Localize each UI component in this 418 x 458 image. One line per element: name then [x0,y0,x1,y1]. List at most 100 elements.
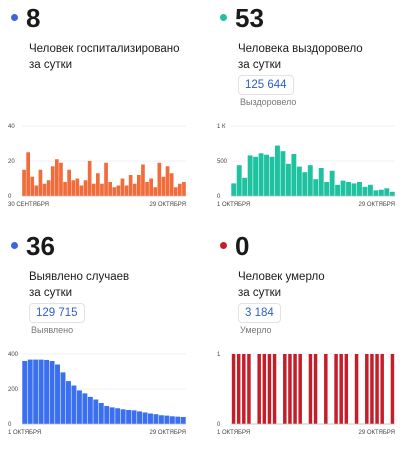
deaths-chart: 1 0 1 ОКТЯБРЯ 29 ОКТЯБРЯ [217,352,395,436]
bar [334,354,338,424]
recovered-total: 125 644 [238,75,294,95]
caption-line-1: Человека выздоровело [238,43,363,55]
x-end-label: 29 ОКТЯБРЯ [149,202,186,208]
bar [169,416,175,424]
bar [236,354,241,424]
bar [91,183,96,196]
deaths-total: 3 184 [238,303,281,323]
bar [173,187,178,196]
bar [313,179,319,196]
recovered-chart: 1 К 500 0 1 ОКТЯБРЯ 29 ОКТЯБРЯ [217,124,395,208]
bar [67,169,71,196]
bar [153,414,159,424]
bar [42,183,47,196]
status-dot [11,242,18,249]
x-start-label: 1 ОКТЯБРЯ [217,202,250,208]
caption-line-2: за сутки [238,287,282,299]
bar [351,183,357,196]
bar [253,156,259,196]
bar [378,189,384,196]
bar [83,180,88,196]
detected-total: 129 715 [29,303,85,323]
bar [108,182,112,196]
bar [272,354,277,424]
bar [30,176,35,196]
bar [149,178,153,196]
x-end-label: 29 ОКТЯБРЯ [358,430,395,436]
bar [329,170,335,196]
bar [269,156,275,196]
bar [307,165,313,196]
bar [46,180,51,196]
bar [93,399,99,424]
bar [165,166,170,196]
bar [38,169,43,196]
bar [370,354,374,424]
bar [340,180,346,196]
bar [288,354,292,424]
bar [87,396,93,424]
caption-line-1: Выявлено случаев [29,271,130,283]
bar [71,385,77,424]
bar [247,155,253,196]
bar [66,381,71,424]
bar [115,408,121,424]
bar [55,364,60,424]
bar [44,359,50,424]
bar [384,188,390,196]
bar [104,405,110,424]
bar [247,354,251,424]
bar [362,186,368,196]
bar [60,372,66,424]
bar [142,412,148,424]
x-start-label: 1 ОКТЯБРЯ [217,430,250,436]
detected-chart: 400 200 0 1 ОКТЯБРЯ 29 ОКТЯБРЯ [8,352,186,436]
bar [291,154,297,196]
bar [180,417,186,424]
deaths-count: 0 [235,231,250,261]
bar [161,176,166,196]
hospitalized-panel: 8 Человек госпитализировано за сутки 40 2… [0,0,209,227]
bar [34,185,39,196]
caption-line-2: за сутки [29,59,73,71]
bar [389,191,395,196]
bar [242,354,246,424]
bar [22,169,26,196]
bar [242,177,248,196]
bar [380,354,384,424]
bar [158,415,164,424]
bar [109,407,115,424]
caption-line-2: за сутки [29,287,73,299]
caption-line-2: за сутки [238,59,282,71]
bar [164,415,170,424]
bar [63,182,67,196]
bar [96,173,100,196]
recovered-total-label: Выздоровело [240,97,297,107]
bar [335,184,341,196]
bar [141,164,145,196]
bar [324,182,330,196]
bar [293,354,297,424]
bar [169,173,174,196]
bar [87,161,92,196]
bar [275,145,280,196]
bar [126,410,132,424]
deaths-total-label: Умерло [240,325,272,335]
x-end-label: 29 ОКТЯБРЯ [149,430,186,436]
detected-count: 36 [26,231,55,261]
bar [22,361,28,424]
bar [104,162,108,196]
bar [339,354,343,424]
bar [267,354,272,424]
detected-panel: 36 Выявлено случаев за сутки 129 715 Выя… [0,228,209,455]
deaths-caption: Человек умерло за сутки [238,269,413,301]
bar [112,187,117,196]
y-tick-label: 20 [8,159,15,165]
bar [318,168,324,196]
bar [79,185,84,196]
bar [131,410,137,424]
bar [120,409,126,424]
bar [365,354,369,424]
bar [390,354,395,424]
caption-line-1: Человек госпитализировано [29,43,180,55]
